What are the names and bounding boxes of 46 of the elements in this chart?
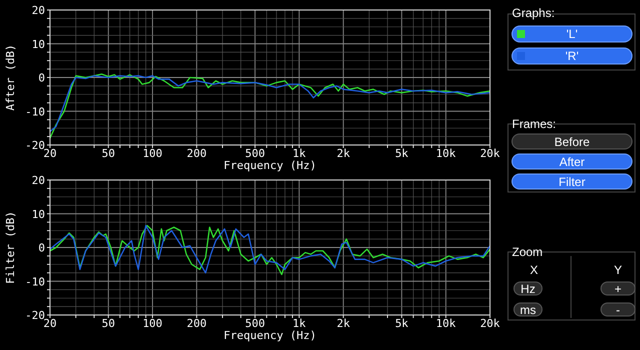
y-tick-label: -20 [25,139,45,152]
x-tick-label: 100 [142,147,162,160]
y-tick-label: 10 [32,208,45,221]
text: Frames: [512,117,556,131]
x-tick-label: 500 [245,317,265,330]
text: X [530,263,538,277]
x-axis-title: Frequency (Hz) [224,329,316,342]
text: 'R' [565,49,579,63]
x-axis-title: Frequency (Hz) [224,159,316,172]
text: After [559,155,585,169]
x-tick-label: 1k [292,317,306,330]
y-tick-label: -10 [25,105,45,118]
text: - [616,303,620,317]
y-axis-title: Filter (dB) [4,211,17,284]
text: Before [554,135,590,149]
y-axis-title: After (dB) [4,44,17,111]
y-tick-label: 10 [32,38,45,51]
y-tick-label: -20 [25,309,45,322]
y-tick-label: -10 [25,275,45,288]
text: Y [614,263,622,277]
y-tick-label: 0 [38,242,45,254]
text: 'L' [566,27,578,41]
text: + [614,282,622,296]
x-tick-label: 100 [142,317,162,330]
x-tick-label: 50 [102,147,115,160]
y-tick-label: 20 [32,4,45,17]
y-tick-label: 0 [38,72,45,84]
x-tick-label: 20k [480,317,500,330]
x-tick-label: 2k [336,147,350,160]
x-tick-label: 2k [336,317,350,330]
x-tick-label: 50 [102,317,115,330]
text: Filter [558,175,586,189]
x-tick-label: 1k [292,147,306,160]
x-tick-label: 500 [245,147,265,160]
text: Zoom [512,245,543,259]
text: Hz [520,282,536,296]
x-tick-label: 5k [395,147,409,160]
x-tick-label: 20k [480,147,500,160]
x-tick-label: 200 [186,147,207,160]
x-tick-label: 10k [436,317,456,330]
x-tick-label: 5k [395,317,409,330]
text: ms [520,303,536,317]
legend-title: Graphs: [512,6,555,20]
y-tick-label: 20 [32,174,45,187]
x-tick-label: 200 [186,317,207,330]
x-tick-label: 10k [436,147,456,160]
